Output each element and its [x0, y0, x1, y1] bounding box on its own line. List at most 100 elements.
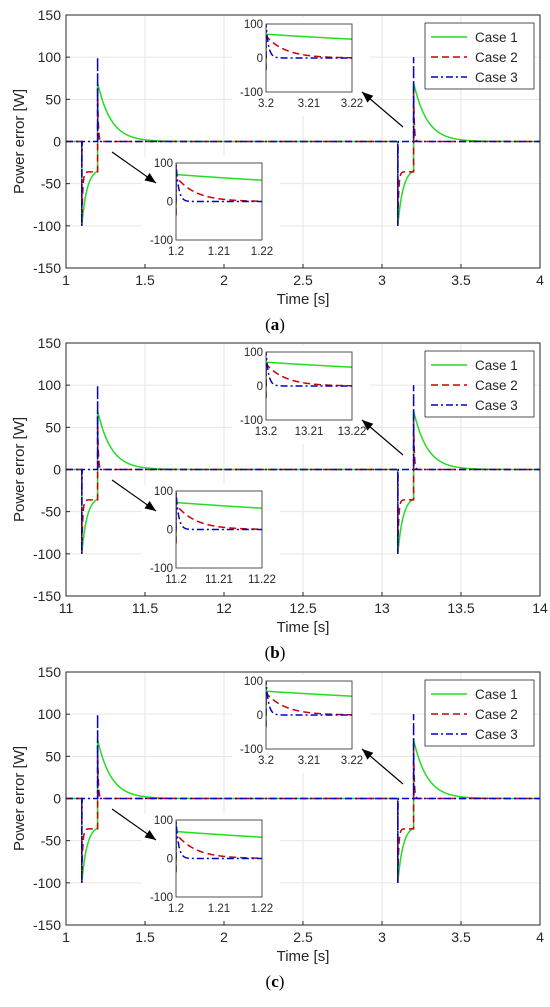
inset-y-tick-label: 0: [257, 381, 263, 393]
inset-y-tick-label: -100: [150, 235, 173, 247]
inset-series-case-1: [176, 501, 262, 543]
series-line-case-3: [66, 714, 540, 883]
inset-x-tick-label: 3.2: [258, 755, 274, 767]
y-tick-label: 100: [38, 377, 62, 393]
x-tick-label: 13: [374, 600, 390, 616]
inset-x-tick-label: 11.21: [205, 574, 233, 586]
x-tick-label: 3: [378, 929, 386, 945]
x-tick-label: 11: [59, 600, 74, 616]
inset-y-tick-label: -100: [150, 892, 173, 904]
zoom-arrow-head-2: [362, 420, 374, 431]
inset-zoom-1: 1.2 1.21 1.22 -100 0 100: [142, 814, 280, 921]
y-tick-label: 50: [45, 748, 61, 764]
panel-caption: (c): [266, 972, 285, 991]
y-tick-label: 50: [45, 91, 61, 107]
y-tick-label: 150: [38, 664, 62, 680]
chart-panel-c: 1 1.5 2 2.5 3 3.5 4 -150 -100 -50 0 50 100 150 Time [s…: [11, 664, 544, 991]
inset-x-tick-label: 11.2: [165, 574, 187, 586]
legend-box: [424, 350, 535, 418]
y-tick-label: -50: [41, 504, 61, 520]
inset-y-tick-label: 100: [154, 158, 173, 170]
y-tick-label: 50: [45, 419, 61, 435]
inset-series-case-3: [176, 820, 262, 860]
inset-x-tick-label: 11.22: [248, 574, 276, 586]
inset-y-tick-label: 100: [154, 815, 173, 827]
inset-frame: [175, 819, 263, 898]
inset-y-tick-label: 100: [154, 486, 173, 498]
inset-y-tick-label: 100: [244, 19, 263, 31]
inset-series-case-2: [176, 832, 262, 873]
y-axis-label: Power error [W]: [11, 89, 28, 194]
x-tick-label: 1.5: [135, 929, 155, 945]
inset-y-tick-label: 0: [257, 53, 263, 65]
inset-y-tick-label: 0: [167, 854, 173, 866]
inset-y-tick-label: -100: [240, 415, 263, 427]
inset-series-case-2: [266, 691, 352, 728]
inset-zoom-1: 11.2 11.21 11.22 -100 0 100: [142, 485, 280, 592]
legend-label: Case 3: [475, 398, 518, 413]
inset-y-tick-label: 100: [244, 676, 263, 688]
legend: Case 1 Case 2 Case 3: [424, 350, 535, 418]
inset-background: [232, 18, 370, 116]
legend-box: [424, 679, 535, 747]
x-tick-label: 1: [62, 929, 70, 945]
inset-series-case-2: [176, 175, 262, 216]
inset-x-tick-label: 1.2: [168, 903, 184, 915]
inset-zoom-1: 1.2 1.21 1.22 -100 0 100: [142, 157, 280, 264]
chart-panel-a: 1 1.5 2 2.5 3 3.5 4 -150 -100 -50 0 50 100 150 Time [s…: [11, 7, 544, 334]
x-tick-label: 3.5: [451, 929, 471, 945]
chart-panel-b: 11 11.5 12 12.5 13 13.5 14 -150 -100 -50 0 50 100 150…: [11, 335, 548, 662]
legend: Case 1 Case 2 Case 3: [424, 22, 535, 90]
x-tick-label: 12: [216, 600, 232, 616]
inset-series-case-1: [266, 33, 352, 70]
legend-label: Case 1: [475, 358, 518, 373]
inset-series-case-2: [266, 34, 352, 71]
y-tick-label: 100: [38, 706, 62, 722]
inset-y-tick-label: 100: [244, 347, 263, 359]
y-tick-label: -100: [33, 218, 61, 234]
y-tick-label: -150: [33, 588, 61, 604]
inset-zoom-2: 3.2 3.21 3.22 -100 0 100: [232, 18, 370, 116]
inset-series-case-1: [266, 690, 352, 727]
x-tick-label: 1.5: [135, 272, 155, 288]
x-tick-label: 2: [220, 929, 228, 945]
inset-series-case-3: [176, 491, 262, 531]
inset-background: [142, 485, 280, 592]
zoom-arrow-head-2: [362, 749, 374, 760]
x-axis-label: Time [s]: [277, 948, 330, 965]
inset-frame: [265, 23, 353, 93]
x-tick-label: 2.5: [293, 272, 313, 288]
y-tick-label: -50: [41, 833, 61, 849]
inset-frame: [175, 490, 263, 569]
inset-y-tick-label: 0: [167, 197, 173, 209]
x-tick-label: 12.5: [289, 600, 316, 616]
y-tick-label: 0: [53, 462, 61, 478]
inset-series-case-3: [176, 163, 262, 203]
inset-background: [142, 814, 280, 921]
legend: Case 1 Case 2 Case 3: [424, 679, 535, 747]
inset-x-tick-label: 3.22: [341, 98, 363, 110]
y-tick-label: -100: [33, 875, 61, 891]
x-axis-label: Time [s]: [277, 619, 330, 636]
inset-x-tick-label: 3.2: [258, 98, 274, 110]
inset-series-case-2: [176, 503, 262, 544]
legend-label: Case 3: [475, 70, 518, 85]
inset-background: [142, 157, 280, 264]
x-tick-label: 4: [536, 272, 544, 288]
inset-y-tick-label: 0: [167, 525, 173, 537]
inset-frame: [265, 680, 353, 750]
inset-y-tick-label: -100: [240, 744, 263, 756]
inset-x-tick-label: 1.22: [251, 903, 273, 915]
inset-x-tick-label: 1.21: [208, 903, 230, 915]
inset-zoom-2: 13.2 13.21 13.22 -100 0 100: [232, 346, 370, 444]
zoom-arrow-head-2: [362, 92, 374, 103]
legend-label: Case 3: [475, 727, 518, 742]
inset-y-tick-label: 0: [257, 710, 263, 722]
inset-frame: [175, 162, 263, 241]
x-tick-label: 3: [378, 272, 386, 288]
legend-label: Case 2: [475, 50, 518, 65]
x-axis-label: Time [s]: [277, 291, 330, 308]
inset-x-tick-label: 3.21: [298, 755, 320, 767]
x-tick-label: 13.5: [447, 600, 474, 616]
